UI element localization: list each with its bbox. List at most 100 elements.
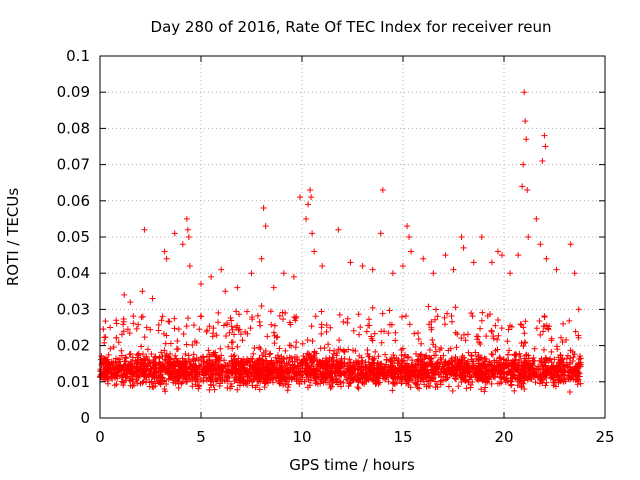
data-point-marker [488,259,495,266]
data-point-marker [506,347,513,354]
data-point-marker [109,375,116,382]
data-point-marker [344,376,351,383]
data-point-marker [567,241,574,248]
data-point-marker [284,378,291,385]
data-point-marker [400,365,407,372]
data-point-marker [104,377,111,384]
data-point-marker [533,325,540,332]
data-point-marker [286,361,293,368]
data-point-marker [406,321,413,328]
data-point-marker [229,326,236,333]
data-point-marker [173,355,180,362]
data-point-marker [355,385,362,392]
data-point-marker [319,262,326,269]
data-point-marker [198,377,205,384]
data-point-marker [539,157,546,164]
data-point-marker [97,372,104,379]
data-point-marker [167,340,174,347]
y-axis-title: ROTI / TECUs [4,188,22,286]
data-point-marker [190,351,197,358]
data-point-marker [256,361,263,368]
data-point-marker [572,365,579,372]
data-point-marker [532,379,539,386]
data-point-marker [274,355,281,362]
data-point-marker [521,89,528,96]
data-point-marker [141,334,148,341]
data-point-marker [267,350,274,357]
data-point-marker [218,375,225,382]
data-point-marker [374,377,381,384]
data-point-marker [431,316,438,323]
data-point-marker [478,234,485,240]
data-point-marker [483,333,490,340]
data-point-marker [476,339,483,346]
data-point-marker [259,352,266,359]
data-point-marker [518,362,525,369]
data-point-marker [245,368,252,375]
data-point-marker [193,339,200,346]
data-point-marker [270,284,277,291]
data-point-marker [521,386,528,393]
data-point-marker [227,314,234,321]
data-point-marker [494,380,501,387]
data-point-marker [520,343,527,350]
data-point-marker [422,368,429,375]
data-point-marker [108,358,115,365]
data-point-marker [347,379,354,386]
data-point-marker [263,374,270,381]
data-point-marker [231,331,238,338]
data-point-marker [251,345,258,352]
data-point-marker [385,378,392,385]
data-point-marker [270,375,277,382]
data-point-marker [358,363,365,370]
data-point-marker [528,376,535,383]
data-point-marker [258,302,265,309]
data-point-marker [540,346,547,353]
data-point-marker [248,373,255,380]
data-point-marker [573,376,580,383]
data-point-marker [419,369,426,376]
data-point-marker [113,366,120,373]
data-point-marker [467,384,474,391]
data-point-marker [314,381,321,388]
data-point-marker [254,368,261,375]
data-point-marker [572,328,579,335]
data-point-marker [363,372,370,379]
data-point-marker [280,316,287,323]
data-point-marker [149,295,156,302]
data-point-marker [430,270,437,277]
data-point-marker [234,343,241,350]
data-point-marker [147,326,154,333]
data-point-marker [470,364,477,371]
data-point-marker [434,313,441,320]
data-point-marker [481,356,488,363]
data-point-marker [567,376,574,383]
data-point-marker [414,356,421,363]
data-point-marker [327,375,334,382]
chart-title: Day 280 of 2016, Rate Of TEC Index for r… [151,18,552,36]
data-point-marker [409,377,416,384]
data-point-marker [200,358,207,365]
data-point-marker [412,366,419,373]
data-point-marker [421,381,428,388]
data-point-marker [123,355,130,362]
data-point-marker [521,330,528,337]
data-point-marker [231,367,238,374]
data-point-marker [496,373,503,380]
data-point-marker [230,364,237,371]
data-point-marker [317,345,324,352]
data-point-marker [368,333,375,340]
data-point-marker [107,324,114,331]
data-point-marker [536,318,543,325]
data-point-marker [356,331,363,338]
data-point-marker [365,322,372,329]
data-point-marker [518,371,525,378]
data-point-marker [518,380,525,387]
data-point-marker [286,373,293,380]
data-point-marker [505,351,512,358]
data-point-marker [120,328,127,335]
data-point-marker [512,374,519,381]
data-point-marker [224,373,231,380]
data-point-marker [389,387,396,394]
